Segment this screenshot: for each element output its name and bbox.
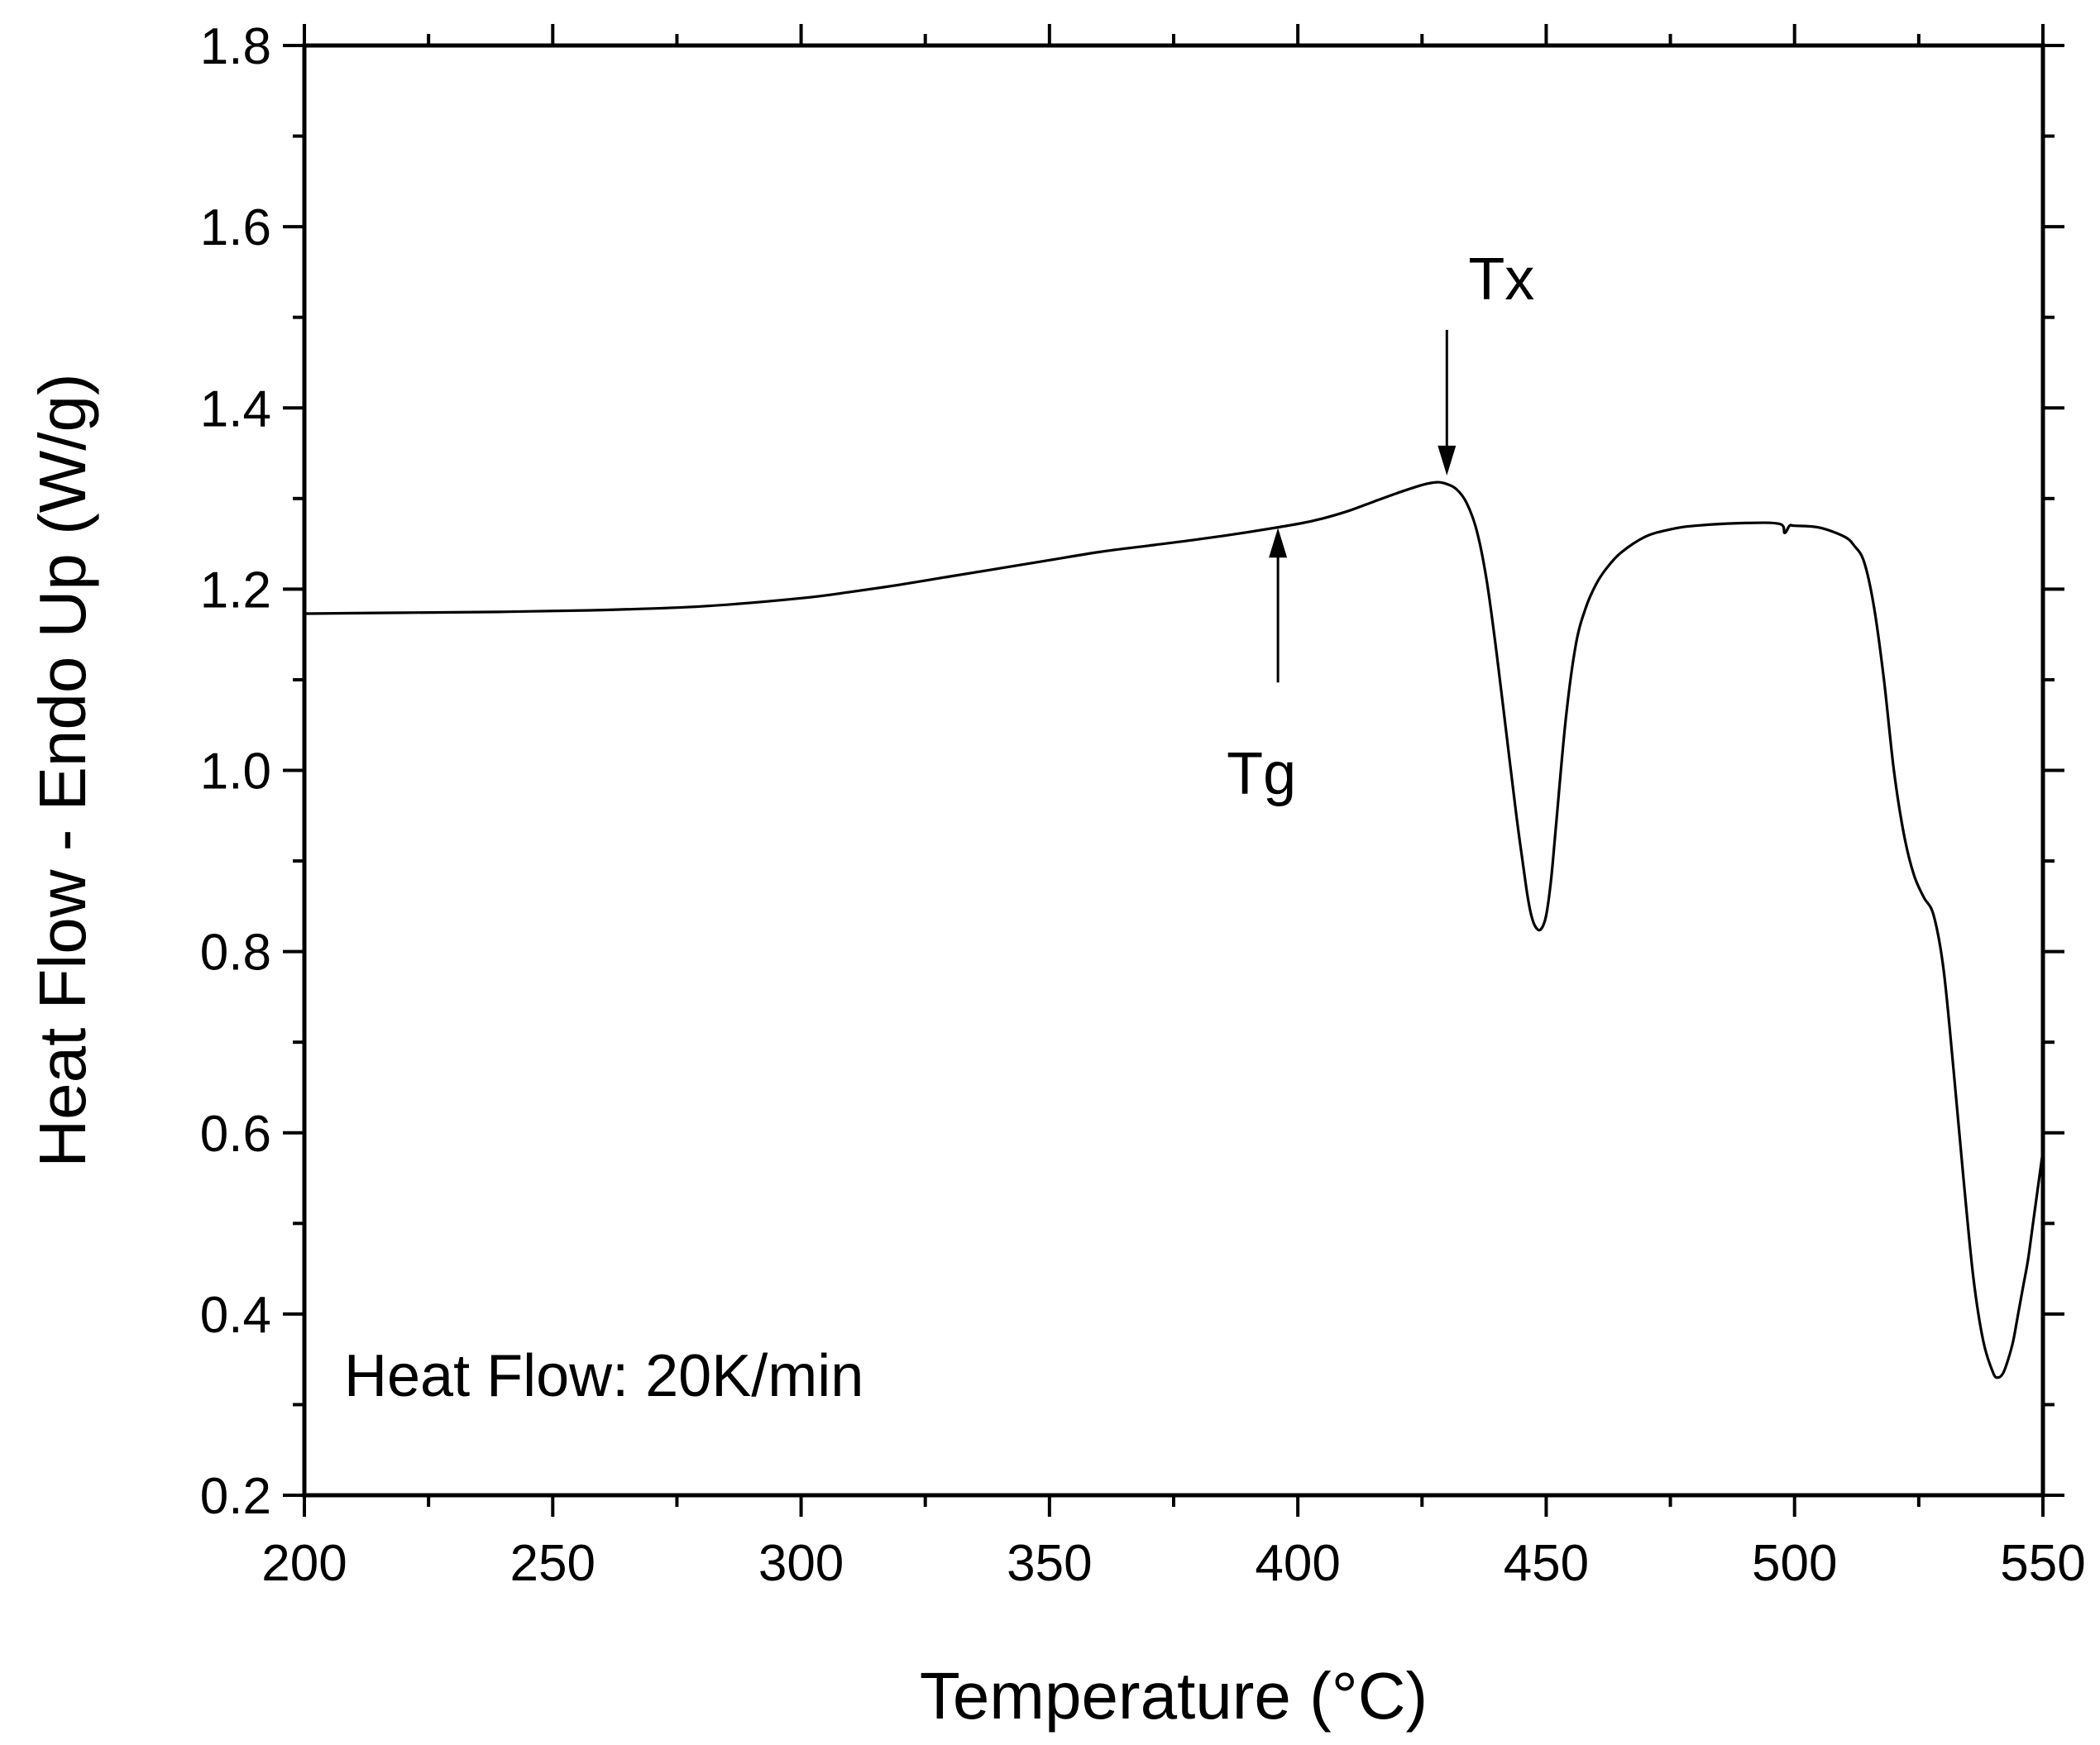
- x-axis-title: Temperature (°C): [920, 1659, 1428, 1733]
- x-tick-label: 350: [1007, 1535, 1092, 1592]
- annotation-tx: Tx: [1437, 246, 1534, 476]
- heat-flow-curve: [303, 480, 2045, 1379]
- plot-frame: [302, 43, 2045, 1498]
- annotation-label: Tg: [1227, 741, 1296, 807]
- y-tick-label: 1.6: [200, 199, 271, 256]
- arrow-down-icon: [1437, 445, 1457, 476]
- x-tick-label: 400: [1255, 1535, 1340, 1592]
- x-tick-label: 450: [1504, 1535, 1589, 1592]
- x-tick-label: 550: [2000, 1535, 2085, 1592]
- x-tick-label: 200: [261, 1535, 347, 1592]
- y-tick-label: 0.2: [200, 1468, 271, 1525]
- y-tick-label: 0.6: [200, 1106, 271, 1163]
- x-tick-label: 300: [758, 1535, 844, 1592]
- axis-ticks: [283, 24, 2064, 1517]
- x-tick-label: 250: [510, 1535, 596, 1592]
- axis-tick-labels: 200 250 300 350 400 450 500 550 0.2 0.4 0.6 0.8 1.0 1…: [200, 18, 2086, 1592]
- y-tick-label: 1.0: [200, 743, 271, 801]
- y-axis-title: Heat Flow - Endo Up (W/g): [26, 373, 99, 1167]
- x-tick-label: 500: [1752, 1535, 1837, 1592]
- y-tick-label: 1.8: [200, 18, 271, 75]
- arrow-up-icon: [1269, 528, 1288, 558]
- y-tick-label: 0.4: [200, 1287, 271, 1344]
- peak-annotations: Tg Tx: [1227, 246, 1534, 807]
- heat-rate-note: Heat Flow: 20K/min: [344, 1343, 863, 1409]
- annotation-tg: Tg: [1227, 528, 1296, 807]
- y-tick-label: 1.2: [200, 562, 271, 619]
- y-tick-label: 1.4: [200, 380, 271, 437]
- y-tick-label: 0.8: [200, 925, 271, 982]
- annotation-label: Tx: [1468, 246, 1534, 313]
